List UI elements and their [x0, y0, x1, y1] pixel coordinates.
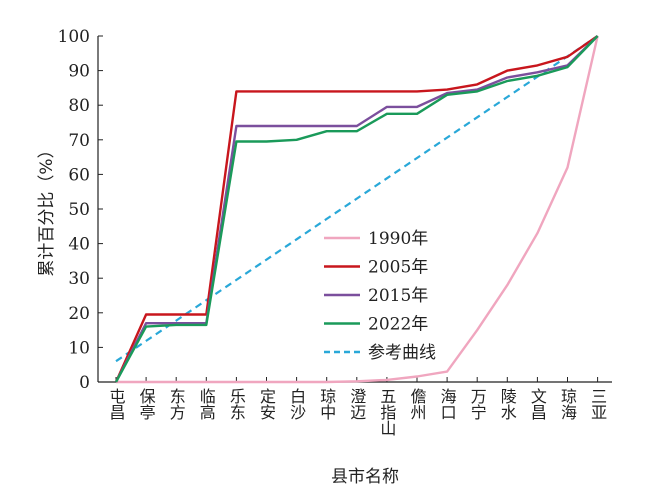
x-tick-label: 陵水: [498, 388, 517, 420]
x-tick-label: 保亭: [137, 388, 156, 420]
y-tick-label: 70: [68, 131, 90, 151]
x-tick-label: 海口: [438, 388, 457, 420]
y-tick-label: 60: [68, 165, 90, 185]
x-tick-label: 屯昌: [107, 388, 126, 420]
x-tick-label: 定安: [257, 388, 276, 420]
legend-label-4: 2022年: [368, 315, 428, 335]
x-tick-label: 乐东: [227, 388, 246, 420]
legend-label-5: 参考曲线: [368, 343, 436, 363]
y-axis-title: 累计百分比（%）: [37, 141, 57, 276]
x-tick-label: 三亚: [588, 388, 607, 420]
series-line-4: [114, 35, 599, 383]
legend-label-2: 2005年: [368, 258, 428, 278]
y-tick-label: 0: [79, 373, 90, 393]
x-tick-label: 白沙: [287, 388, 306, 420]
series-line-1: [116, 35, 599, 384]
x-tick-label: 东方: [167, 388, 186, 421]
x-tick-label: 澄迈: [347, 388, 366, 420]
x-tick-label: 临高: [197, 388, 216, 420]
series-line-3: [114, 35, 599, 383]
x-tick-label: 琼中: [317, 388, 336, 420]
y-tick-label: 80: [68, 96, 90, 116]
x-tick-label: 琼海: [558, 388, 577, 420]
y-tick-label: 100: [58, 27, 90, 47]
x-tick-label: 万宁: [468, 388, 487, 420]
x-tick-label: 文昌: [528, 388, 547, 420]
series-line-2: [114, 35, 599, 383]
y-tick-label: 90: [68, 62, 90, 82]
legend-label-1: 1990年: [368, 229, 428, 249]
x-axis-title: 县市名称: [331, 467, 399, 487]
y-tick-label: 20: [68, 304, 90, 324]
y-tick-label: 40: [68, 235, 90, 255]
x-tick-label: 儋州: [408, 388, 427, 420]
y-tick-label: 10: [68, 338, 90, 358]
y-tick-label: 50: [68, 200, 90, 220]
x-tick-label: 五指山: [377, 388, 396, 436]
legend-label-3: 2015年: [368, 286, 428, 306]
series-line-5: [115, 35, 599, 363]
y-tick-label: 30: [68, 269, 90, 289]
